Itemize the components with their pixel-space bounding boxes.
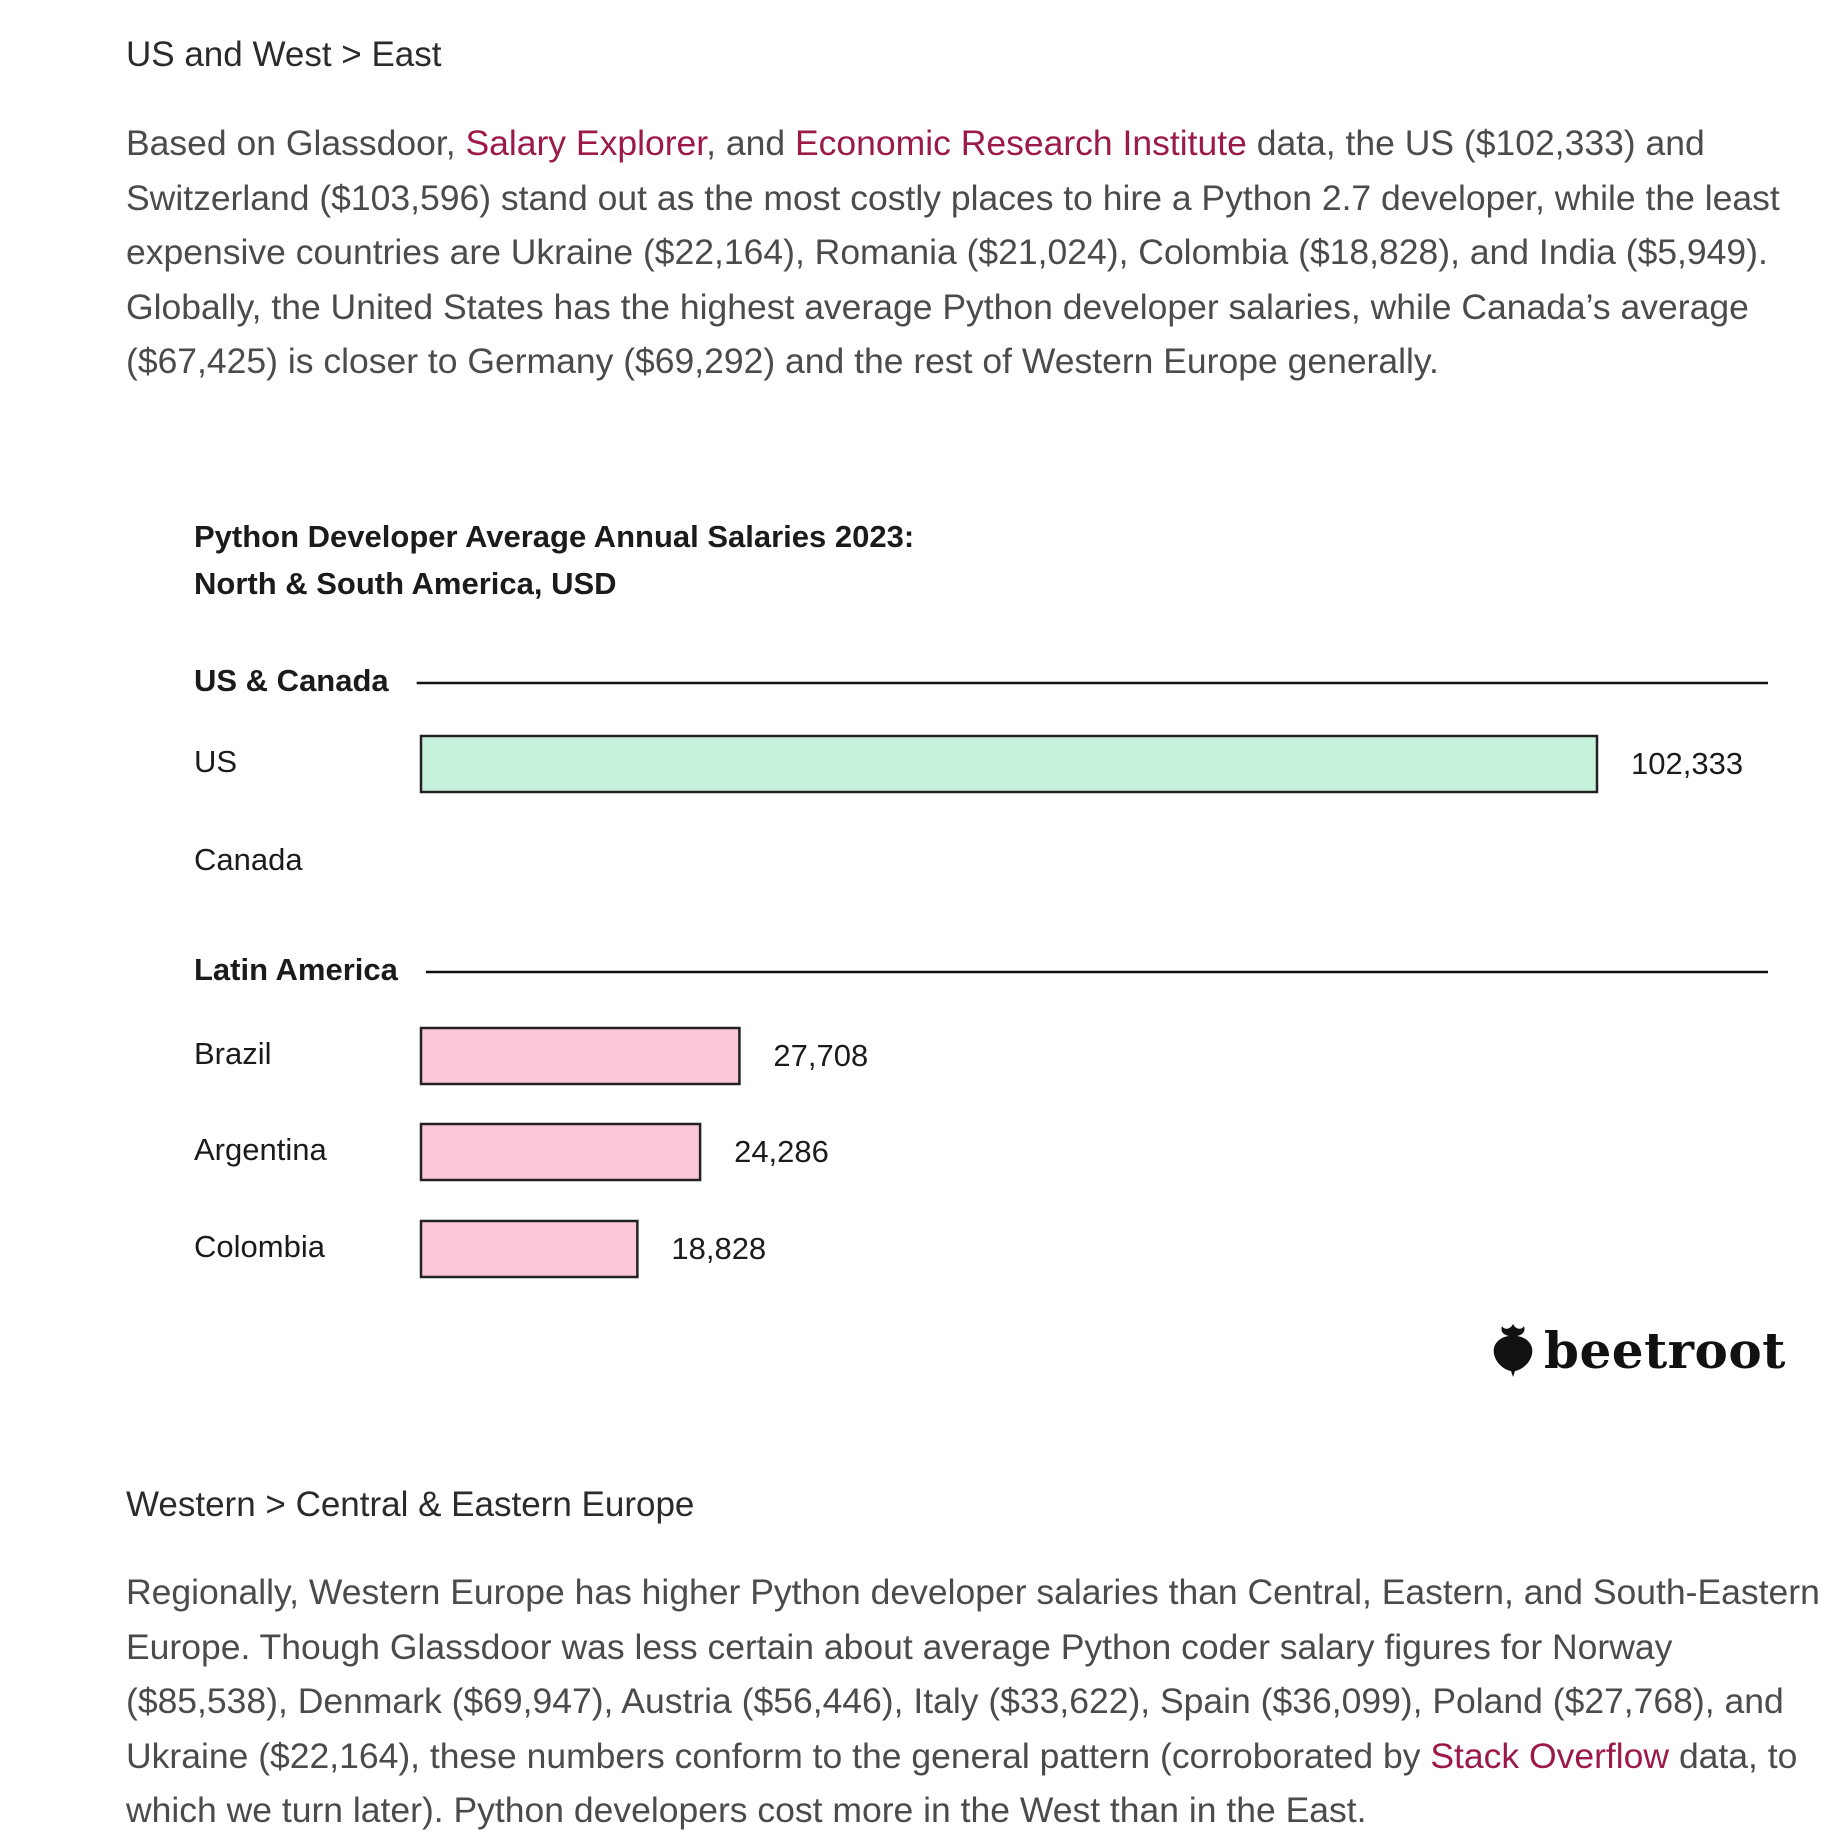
group-header-latin-america: Latin America	[194, 952, 399, 987]
bar-brazil	[419, 1026, 741, 1086]
bar-colombia	[419, 1219, 639, 1279]
category-label-argentina: Argentina	[194, 1132, 327, 1167]
beet-icon	[1493, 1324, 1533, 1377]
chart-title: Python Developer Average Annual Salaries…	[194, 519, 914, 554]
beetroot-logo-text: beetroot	[1544, 1320, 1786, 1380]
group-header-us-canada: US & Canada	[194, 663, 389, 698]
bar-argentina	[419, 1122, 702, 1182]
section-heading-us-west-east: US and West > East	[126, 35, 442, 74]
chart-subtitle: North & South America, USD	[194, 566, 617, 601]
value-label-brazil: 27,708	[773, 1038, 868, 1073]
paragraph-text: data, the US ($102,333) and Switzerland …	[126, 123, 1780, 381]
value-label-us: 102,333	[1631, 746, 1743, 781]
paragraph-text: Based on Glassdoor,	[126, 123, 466, 163]
section-paragraph-2: Regionally, Western Europe has higher Py…	[126, 1565, 1826, 1838]
paragraph-text: , and	[706, 123, 795, 163]
salary-bar-chart: Python Developer Average Annual Salaries…	[0, 500, 1845, 1420]
stack-overflow-link[interactable]: Stack Overflow	[1430, 1735, 1670, 1776]
paragraph-text: data, to which we turn later). Python de…	[126, 1735, 1798, 1831]
value-label-colombia: 18,828	[671, 1231, 766, 1266]
chart-svg: Python Developer Average Annual Salaries…	[194, 519, 1768, 1279]
section-paragraph-1: Based on Glassdoor, Salary Explorer, and…	[126, 116, 1826, 389]
paragraph-text: Regionally, Western Europe has higher Py…	[126, 1572, 1820, 1776]
value-label-argentina: 24,286	[734, 1134, 829, 1169]
bar-us	[419, 734, 1599, 794]
category-label-brazil: Brazil	[194, 1036, 272, 1071]
category-label-us: US	[194, 744, 237, 779]
beetroot-logo: beetroot	[1490, 1320, 1786, 1380]
salary-explorer-link[interactable]: Salary Explorer	[465, 123, 707, 163]
category-label-canada: Canada	[194, 842, 303, 877]
category-label-colombia: Colombia	[194, 1229, 326, 1264]
section-heading-western-central-eastern-europe: Western > Central & Eastern Europe	[126, 1485, 695, 1524]
economic-research-institute-link[interactable]: Economic Research Institute	[794, 123, 1247, 163]
